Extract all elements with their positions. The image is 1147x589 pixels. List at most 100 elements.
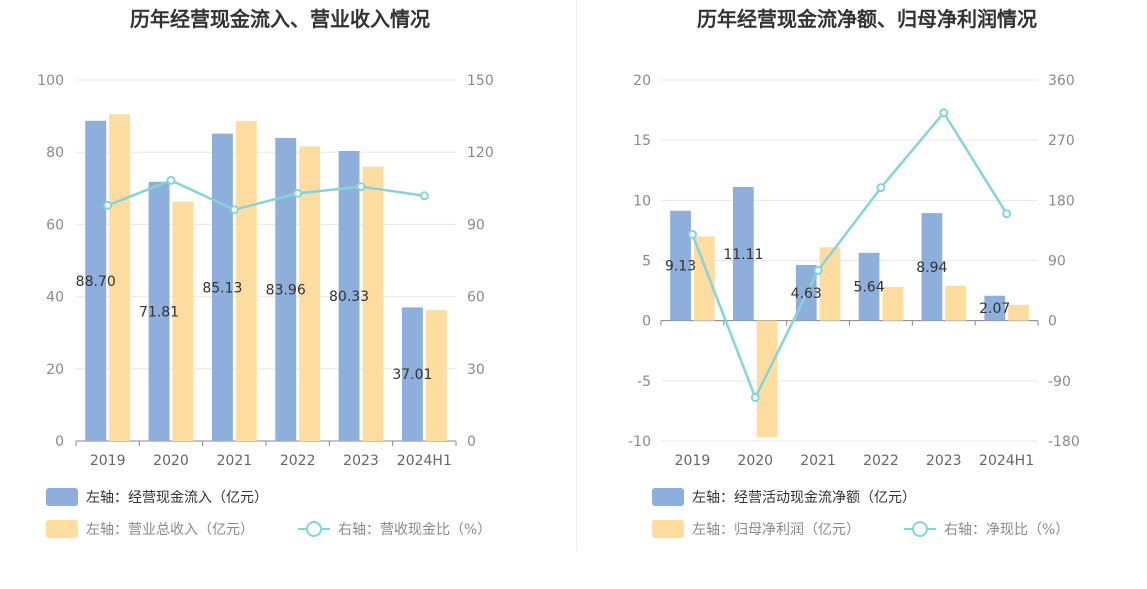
bar-data-label: 8.94	[916, 260, 947, 276]
legend-line-marker	[912, 521, 928, 537]
left-axis-tick: 15	[633, 133, 651, 149]
line-series	[107, 178, 425, 212]
legend-label: 左轴：经营现金流入（亿元）	[86, 490, 268, 506]
bar-primary	[858, 252, 880, 321]
x-axis-tick: 2023	[926, 453, 962, 469]
legend-label: 右轴：营收现金比（%）	[338, 522, 491, 538]
bar-primary	[85, 120, 107, 441]
line-series	[691, 110, 1008, 401]
bar-primary	[670, 210, 691, 321]
x-axis-tick: 2020	[153, 453, 189, 469]
bar-data-label: 85.13	[202, 280, 242, 296]
bar-primary	[984, 295, 1006, 321]
line-point	[356, 182, 366, 192]
legend-swatch	[652, 488, 684, 506]
left-axis-tick: 0	[55, 434, 64, 450]
line-point	[103, 200, 113, 210]
line-point	[813, 266, 823, 276]
x-axis-tick: 2023	[343, 453, 379, 469]
bar-data-label: 2.07	[979, 301, 1010, 317]
legend-label: 左轴：归母净利润（亿元）	[692, 521, 860, 538]
left-axis-tick: 10	[633, 193, 651, 209]
line-point	[229, 205, 239, 215]
left-axis-tick: 40	[46, 290, 64, 306]
right-axis-tick: 60	[467, 290, 485, 306]
x-axis-tick: 2022	[863, 453, 899, 469]
x-axis-tick: 2019	[675, 453, 711, 469]
bar-primary	[275, 137, 297, 441]
bar-secondary	[882, 286, 904, 321]
legend-swatch	[46, 488, 78, 506]
x-axis-tick: 2024H1	[397, 453, 452, 469]
bar-primary	[211, 133, 233, 441]
bar-data-label: 5.64	[853, 280, 884, 296]
bar-data-label: 4.63	[791, 286, 822, 302]
left-axis-tick: -5	[637, 374, 651, 390]
right-axis-tick: 0	[467, 434, 476, 450]
bar-data-label: 80.33	[329, 289, 369, 305]
left-axis-tick: -10	[628, 434, 651, 450]
bar-secondary	[172, 201, 194, 441]
bar-primary	[921, 213, 943, 321]
right-axis-tick: 120	[467, 145, 494, 161]
x-axis-tick: 2021	[217, 453, 253, 469]
bar-secondary	[756, 320, 778, 438]
panel-divider	[576, 0, 577, 550]
line-point	[687, 229, 697, 239]
x-axis-tick: 2021	[800, 453, 836, 469]
legend-line-marker	[306, 521, 322, 537]
x-axis-tick: 2019	[90, 453, 126, 469]
chart-title: 历年经营现金流入、营业收入情况	[130, 7, 430, 31]
left-axis-tick: 100	[37, 73, 64, 89]
bar-secondary	[693, 236, 715, 321]
left-axis-tick: 20	[46, 362, 64, 378]
legend-swatch	[46, 520, 78, 538]
bar-data-label: 83.96	[266, 282, 306, 298]
left-axis-tick: 80	[46, 145, 64, 161]
chart-title: 历年经营现金流净额、归母净利润情况	[697, 7, 1037, 31]
bar-secondary	[425, 309, 447, 441]
legend-label: 右轴：净现比（%）	[944, 522, 1069, 538]
right-axis-tick: 270	[1048, 133, 1075, 149]
net-cashflow-profit-chart: 历年经营现金流净额、归母净利润情况 -10 -5 0 5 10 15 20 -180 -90 0 90…	[628, 7, 1080, 538]
line-point	[876, 183, 886, 193]
bar-secondary	[819, 247, 841, 321]
bar-data-label: 11.11	[723, 247, 763, 263]
legend-label: 左轴：营业总收入（亿元）	[86, 522, 254, 538]
right-axis-tick: 90	[467, 217, 485, 233]
bar-primary	[733, 186, 754, 321]
bar-data-label: 9.13	[665, 259, 696, 275]
left-axis-tick: 5	[642, 254, 651, 270]
legend-label: 左轴：经营活动现金流净额（亿元）	[692, 490, 916, 506]
bar-secondary	[1008, 305, 1029, 321]
bar-data-label: 88.70	[76, 274, 116, 290]
legend-swatch	[652, 520, 684, 538]
bar-primary	[338, 151, 360, 441]
right-axis-tick: 30	[467, 362, 485, 378]
line-point	[419, 191, 429, 201]
x-axis-tick: 2020	[737, 453, 773, 469]
right-axis-tick: 360	[1048, 73, 1075, 89]
cash-inflow-revenue-chart: 历年经营现金流入、营业收入情况 0 20 40 60 80 100 0 30 60 90 120 150…	[37, 7, 494, 538]
line-point	[1002, 209, 1012, 219]
left-axis-tick: 0	[642, 314, 651, 330]
left-axis-tick: 20	[633, 73, 651, 89]
right-axis-tick: -90	[1048, 374, 1071, 390]
right-axis-tick: 150	[467, 73, 494, 89]
line-point	[750, 393, 760, 403]
right-axis-tick: 90	[1048, 254, 1066, 270]
bar-data-label: 37.01	[392, 367, 432, 383]
bar-secondary	[235, 121, 257, 442]
x-axis-tick: 2022	[280, 453, 316, 469]
bar-primary	[401, 307, 423, 441]
line-point	[939, 108, 949, 118]
bar-secondary	[109, 114, 131, 442]
right-axis-tick: -180	[1048, 434, 1080, 450]
right-axis-tick: 180	[1048, 193, 1075, 209]
bar-data-label: 71.81	[139, 304, 179, 320]
bar-primary	[148, 181, 170, 441]
bar-secondary	[362, 166, 384, 441]
left-axis-tick: 60	[46, 217, 64, 233]
bar-secondary	[299, 146, 321, 441]
